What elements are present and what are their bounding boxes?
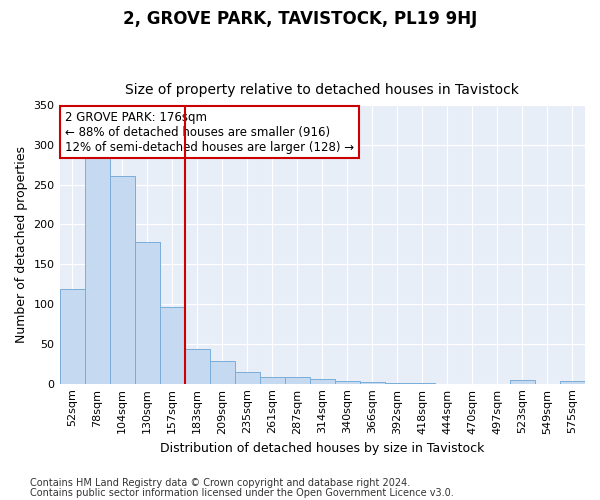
Text: 2, GROVE PARK, TAVISTOCK, PL19 9HJ: 2, GROVE PARK, TAVISTOCK, PL19 9HJ: [123, 10, 477, 28]
Bar: [335, 382, 360, 384]
Bar: [360, 382, 385, 384]
Bar: [560, 382, 585, 384]
Text: Contains HM Land Registry data © Crown copyright and database right 2024.: Contains HM Land Registry data © Crown c…: [30, 478, 410, 488]
Bar: [285, 378, 310, 384]
Bar: [209, 362, 235, 384]
Bar: [260, 378, 285, 384]
Bar: [385, 383, 410, 384]
X-axis label: Distribution of detached houses by size in Tavistock: Distribution of detached houses by size …: [160, 442, 484, 455]
Bar: [85, 157, 110, 384]
Bar: [310, 379, 335, 384]
Bar: [510, 380, 535, 384]
Bar: [110, 176, 134, 384]
Bar: [59, 289, 85, 384]
Y-axis label: Number of detached properties: Number of detached properties: [15, 146, 28, 343]
Title: Size of property relative to detached houses in Tavistock: Size of property relative to detached ho…: [125, 83, 519, 97]
Bar: [134, 242, 160, 384]
Text: Contains public sector information licensed under the Open Government Licence v3: Contains public sector information licen…: [30, 488, 454, 498]
Bar: [410, 383, 435, 384]
Bar: [185, 348, 209, 384]
Bar: [235, 372, 260, 384]
Text: 2 GROVE PARK: 176sqm
← 88% of detached houses are smaller (916)
12% of semi-deta: 2 GROVE PARK: 176sqm ← 88% of detached h…: [65, 110, 354, 154]
Bar: [160, 308, 185, 384]
